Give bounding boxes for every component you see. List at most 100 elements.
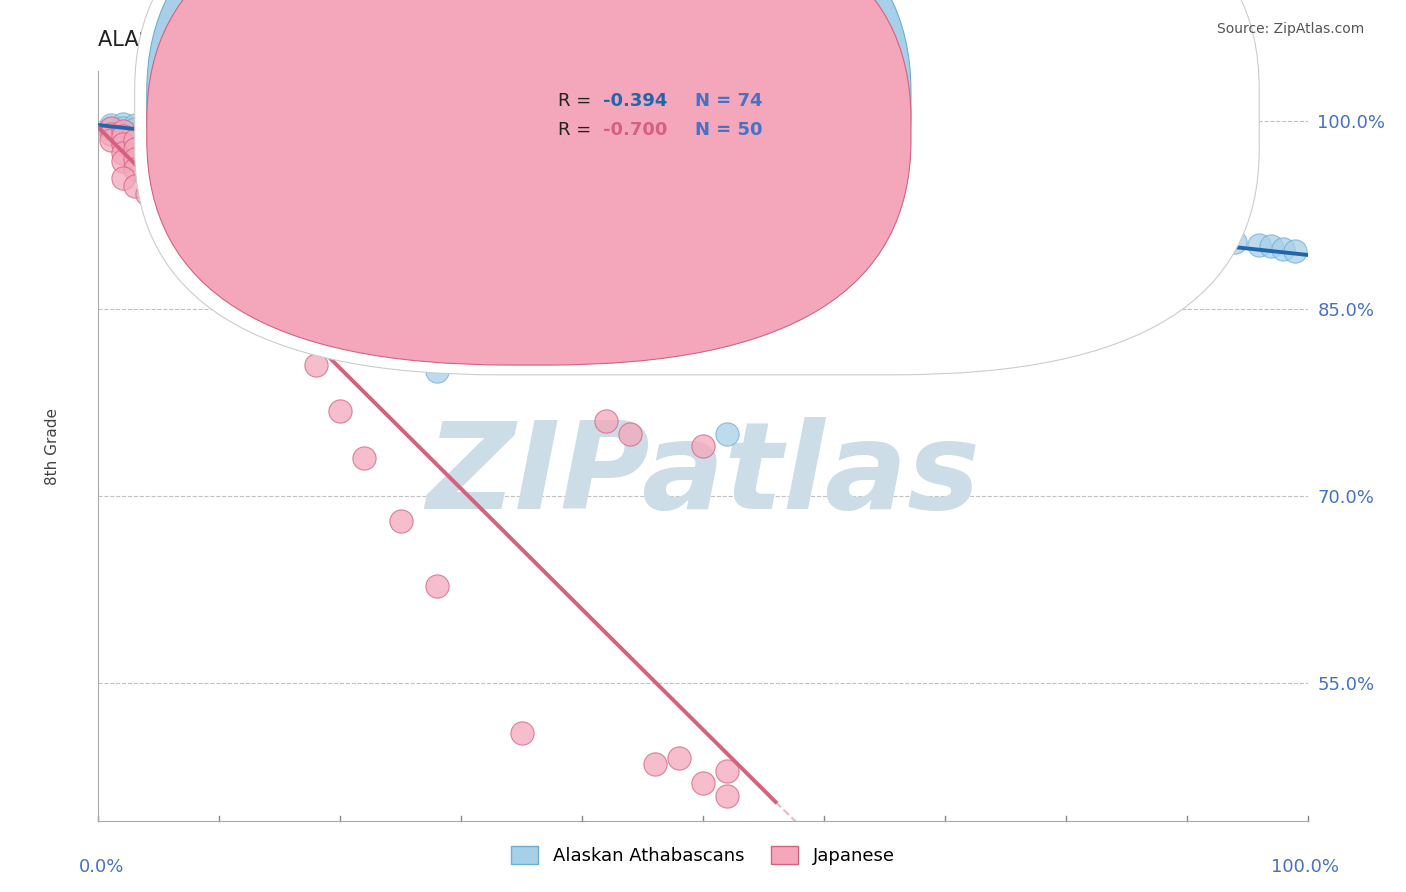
Point [934, 211, 956, 226]
Point [389, 514, 412, 528]
Point [558, 184, 581, 198]
Point [305, 358, 328, 372]
Point [571, 826, 593, 840]
Point [1249, 238, 1271, 252]
Point [1054, 220, 1077, 235]
Point [172, 127, 194, 141]
Point [124, 118, 146, 132]
Point [100, 120, 122, 135]
Point [402, 167, 425, 181]
Point [619, 426, 641, 441]
Point [221, 139, 243, 153]
Point [124, 133, 146, 147]
Point [160, 186, 183, 201]
Point [111, 136, 134, 151]
Point [124, 133, 146, 147]
Point [789, 201, 811, 215]
Point [534, 182, 557, 196]
Point [111, 124, 134, 138]
Point [269, 152, 291, 166]
Point [135, 118, 157, 132]
Text: R =: R = [558, 93, 598, 111]
Point [450, 176, 472, 190]
Text: ALASKAN ATHABASCAN VS JAPANESE 8TH GRADE CORRELATION CHART: ALASKAN ATHABASCAN VS JAPANESE 8TH GRADE… [98, 30, 844, 50]
Point [160, 174, 183, 188]
Point [160, 123, 183, 137]
Text: N = 50: N = 50 [695, 120, 762, 139]
Point [342, 161, 364, 175]
Point [245, 258, 267, 272]
Point [135, 158, 157, 172]
Point [172, 170, 194, 185]
Point [595, 186, 617, 201]
Point [184, 129, 207, 144]
Point [111, 145, 134, 160]
Point [837, 204, 859, 219]
Point [474, 314, 496, 328]
Point [111, 170, 134, 185]
Point [668, 192, 690, 206]
Point [135, 145, 157, 160]
Point [426, 364, 449, 378]
FancyBboxPatch shape [146, 0, 911, 365]
Text: 8th Grade: 8th Grade [45, 408, 60, 484]
Point [873, 207, 896, 221]
Point [498, 179, 520, 194]
Point [1223, 235, 1246, 250]
Point [172, 136, 194, 150]
Point [148, 120, 170, 135]
Point [765, 198, 787, 212]
Point [221, 224, 243, 238]
Text: R =: R = [558, 120, 598, 139]
Point [124, 161, 146, 176]
Point [413, 170, 436, 185]
Point [426, 579, 449, 593]
Legend: Alaskan Athabascans, Japanese: Alaskan Athabascans, Japanese [502, 837, 904, 874]
Point [644, 757, 666, 772]
Point [100, 127, 122, 141]
Point [1115, 227, 1137, 241]
Point [463, 326, 485, 341]
FancyBboxPatch shape [146, 0, 911, 337]
Point [124, 142, 146, 156]
Point [100, 133, 122, 147]
Point [208, 199, 231, 213]
Point [100, 118, 122, 132]
Point [111, 154, 134, 169]
Point [160, 132, 183, 146]
Point [208, 136, 231, 150]
Point [426, 173, 449, 187]
Point [1175, 232, 1198, 246]
Point [994, 217, 1017, 231]
Point [292, 154, 315, 169]
Point [716, 426, 738, 441]
Text: -0.394: -0.394 [603, 93, 666, 111]
Point [124, 121, 146, 136]
Point [232, 142, 254, 156]
Point [111, 127, 134, 141]
Point [245, 145, 267, 160]
Point [124, 152, 146, 166]
Point [195, 142, 218, 156]
FancyBboxPatch shape [135, 0, 1260, 375]
Point [668, 751, 690, 765]
Point [474, 177, 496, 191]
Point [813, 289, 835, 303]
Point [692, 194, 714, 209]
Point [910, 209, 932, 223]
Point [124, 127, 146, 141]
Point [970, 214, 993, 228]
Point [316, 158, 339, 172]
Point [1272, 242, 1295, 256]
Text: Source: ZipAtlas.com: Source: ZipAtlas.com [1216, 22, 1364, 37]
Point [716, 764, 738, 778]
Point [1078, 264, 1101, 278]
Point [111, 117, 134, 131]
Point [957, 277, 980, 291]
Point [1152, 229, 1174, 244]
Point [595, 414, 617, 428]
Point [377, 164, 399, 178]
Point [510, 726, 533, 740]
Point [256, 277, 278, 291]
Point [1284, 244, 1306, 259]
